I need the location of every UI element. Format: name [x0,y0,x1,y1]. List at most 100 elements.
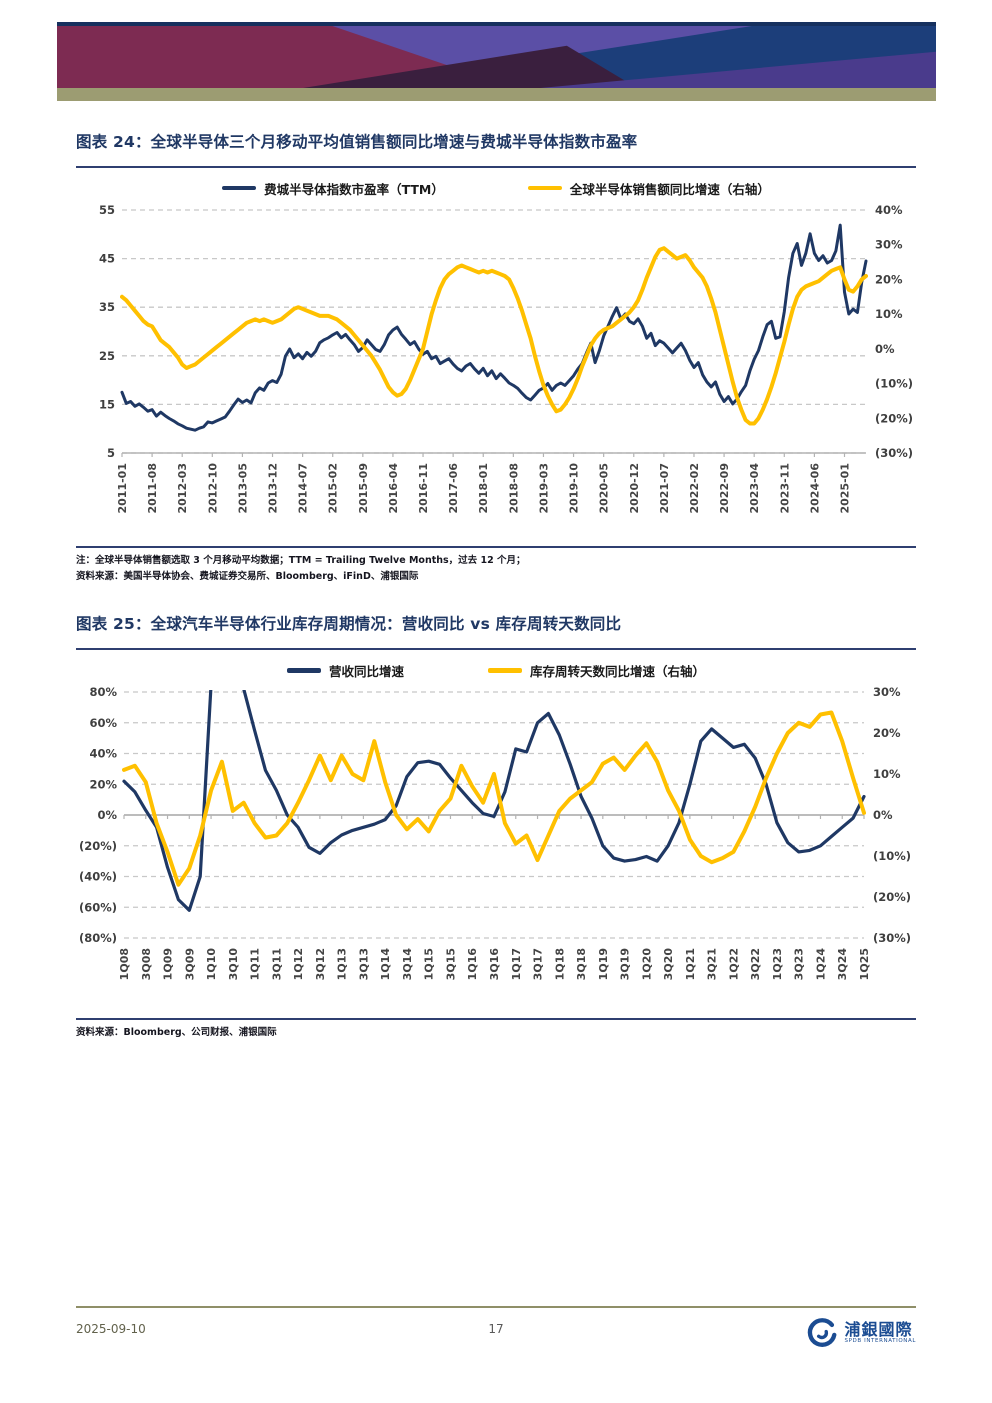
svg-text:1Q17: 1Q17 [510,948,523,980]
banner-top-strip [57,22,936,26]
svg-text:1Q23: 1Q23 [771,948,784,980]
legend-item: 全球半导体销售额同比增速（右轴） [527,179,770,198]
figure-25-title: 图表 25：全球汽车半导体行业库存周期情况：营收同比 vs 库存周转天数同比 [76,615,622,634]
svg-text:2011-08: 2011-08 [146,463,159,514]
svg-text:(20%): (20%) [79,839,117,853]
footer-rule [76,1306,916,1308]
figure-24-legend: 费城半导体指数市盈率（TTM） 全球半导体销售额同比增速（右轴） [76,178,916,198]
page-footer: 2025-09-10 17 浦銀國際 SPDB INTERNATIONAL [76,1306,916,1356]
svg-text:0%: 0% [873,808,893,822]
svg-text:3Q16: 3Q16 [488,948,501,981]
figure-24-bottom-rule [76,546,916,548]
svg-text:10%: 10% [873,767,901,781]
svg-text:3Q12: 3Q12 [314,948,327,980]
footer-date: 2025-09-10 [76,1322,146,1336]
legend-line-swatch [488,668,522,673]
svg-text:3Q22: 3Q22 [749,948,762,980]
svg-text:45: 45 [99,252,115,266]
svg-text:2021-07: 2021-07 [658,463,671,514]
svg-text:(30%): (30%) [873,931,911,945]
figure-25-top-rule [76,648,916,651]
legend-item: 费城半导体指数市盈率（TTM） [222,179,444,198]
svg-text:2025-01: 2025-01 [838,463,851,514]
svg-text:30%: 30% [873,685,901,699]
svg-text:1Q20: 1Q20 [640,948,653,981]
svg-text:2018-01: 2018-01 [477,463,490,514]
svg-text:3Q13: 3Q13 [357,948,370,980]
figure-24-title: 图表 24：全球半导体三个月移动平均值销售额同比增速与费城半导体指数市盈率 [76,133,638,151]
figure-25-bottom-rule [76,1018,916,1021]
svg-text:2023-04: 2023-04 [748,463,761,514]
svg-text:30%: 30% [875,238,903,252]
svg-text:40%: 40% [89,747,117,761]
svg-text:3Q14: 3Q14 [401,948,414,981]
svg-text:1Q15: 1Q15 [423,948,436,980]
logo-name: 浦銀國際 [844,1319,913,1339]
svg-text:2016-04: 2016-04 [387,463,400,514]
figure-25-chart: 80% 60% 40% 20% 0% (20%) (40%) (60%) (80%) 30% 20%… [79,685,911,981]
svg-text:1Q19: 1Q19 [597,948,610,980]
svg-text:3Q11: 3Q11 [270,948,283,980]
figure-25-legend: 营收同比增速 库存周转天数同比增速（右轴） [76,660,916,680]
svg-text:(10%): (10%) [875,377,913,391]
legend-line-swatch [286,668,321,673]
svg-text:3Q15: 3Q15 [444,948,457,980]
svg-text:2013-05: 2013-05 [236,463,249,514]
svg-text:2015-02: 2015-02 [327,463,340,514]
figure-24-top-rule [76,166,916,168]
svg-text:2017-06: 2017-06 [447,463,460,514]
svg-text:3Q08: 3Q08 [140,948,153,980]
legend-label: 库存周转天数同比增速（右轴） [530,663,706,679]
svg-text:10%: 10% [875,307,903,321]
svg-text:2012-10: 2012-10 [206,463,219,514]
svg-text:2016-11: 2016-11 [417,463,430,514]
legend-label: 营收同比增速 [328,663,404,679]
svg-text:3Q09: 3Q09 [183,948,196,980]
svg-text:2020-12: 2020-12 [628,463,641,514]
svg-text:3Q18: 3Q18 [575,948,588,980]
svg-text:20%: 20% [89,778,117,792]
svg-text:2012-03: 2012-03 [176,463,189,514]
svg-text:3Q10: 3Q10 [227,948,240,981]
svg-text:2013-12: 2013-12 [267,463,280,514]
svg-text:1Q08: 1Q08 [118,948,131,980]
svg-text:1Q13: 1Q13 [336,948,349,980]
svg-text:3Q23: 3Q23 [793,948,806,980]
svg-text:1Q21: 1Q21 [684,948,697,980]
legend-line-swatch [527,185,562,191]
svg-text:60%: 60% [89,716,117,730]
figure-24: 图表 24：全球半导体三个月移动平均值销售额同比增速与费城半导体指数市盈率 费城… [76,130,916,584]
svg-text:35: 35 [99,300,115,314]
svg-text:3Q21: 3Q21 [706,948,719,980]
svg-text:2015-09: 2015-09 [357,463,370,514]
svg-text:(40%): (40%) [79,870,117,884]
svg-text:25: 25 [99,349,115,363]
svg-text:3Q17: 3Q17 [532,948,545,980]
logo-subtitle: SPDB INTERNATIONAL [844,1337,916,1344]
svg-text:(20%): (20%) [873,890,911,904]
header-accent-bar [57,88,936,101]
svg-text:5: 5 [107,446,115,460]
svg-text:1Q18: 1Q18 [553,948,566,980]
svg-text:3Q20: 3Q20 [662,948,675,981]
svg-text:1Q10: 1Q10 [205,948,218,981]
svg-text:1Q22: 1Q22 [727,948,740,980]
svg-text:20%: 20% [875,272,903,286]
svg-text:2023-11: 2023-11 [778,463,791,514]
figure-24-source: 资料来源：美国半导体协会、费城证券交易所、Bloomberg、iFinD、浦银国… [76,570,419,582]
svg-text:2022-02: 2022-02 [688,463,701,514]
svg-text:2024-06: 2024-06 [808,463,821,514]
header-banner [57,22,936,88]
svg-text:3Q19: 3Q19 [619,948,632,980]
svg-text:0%: 0% [875,342,895,356]
svg-text:15: 15 [99,397,115,411]
svg-text:(30%): (30%) [875,446,913,460]
footer-page-number: 17 [488,1322,504,1336]
legend-line-swatch [222,185,257,191]
svg-text:2019-10: 2019-10 [568,463,581,514]
svg-text:20%: 20% [873,726,901,740]
svg-text:1Q16: 1Q16 [466,948,479,981]
svg-text:2014-07: 2014-07 [297,463,310,514]
figure-25-source: 资料来源：Bloomberg、公司财报、浦银国际 [76,1027,277,1039]
svg-text:(10%): (10%) [873,849,911,863]
